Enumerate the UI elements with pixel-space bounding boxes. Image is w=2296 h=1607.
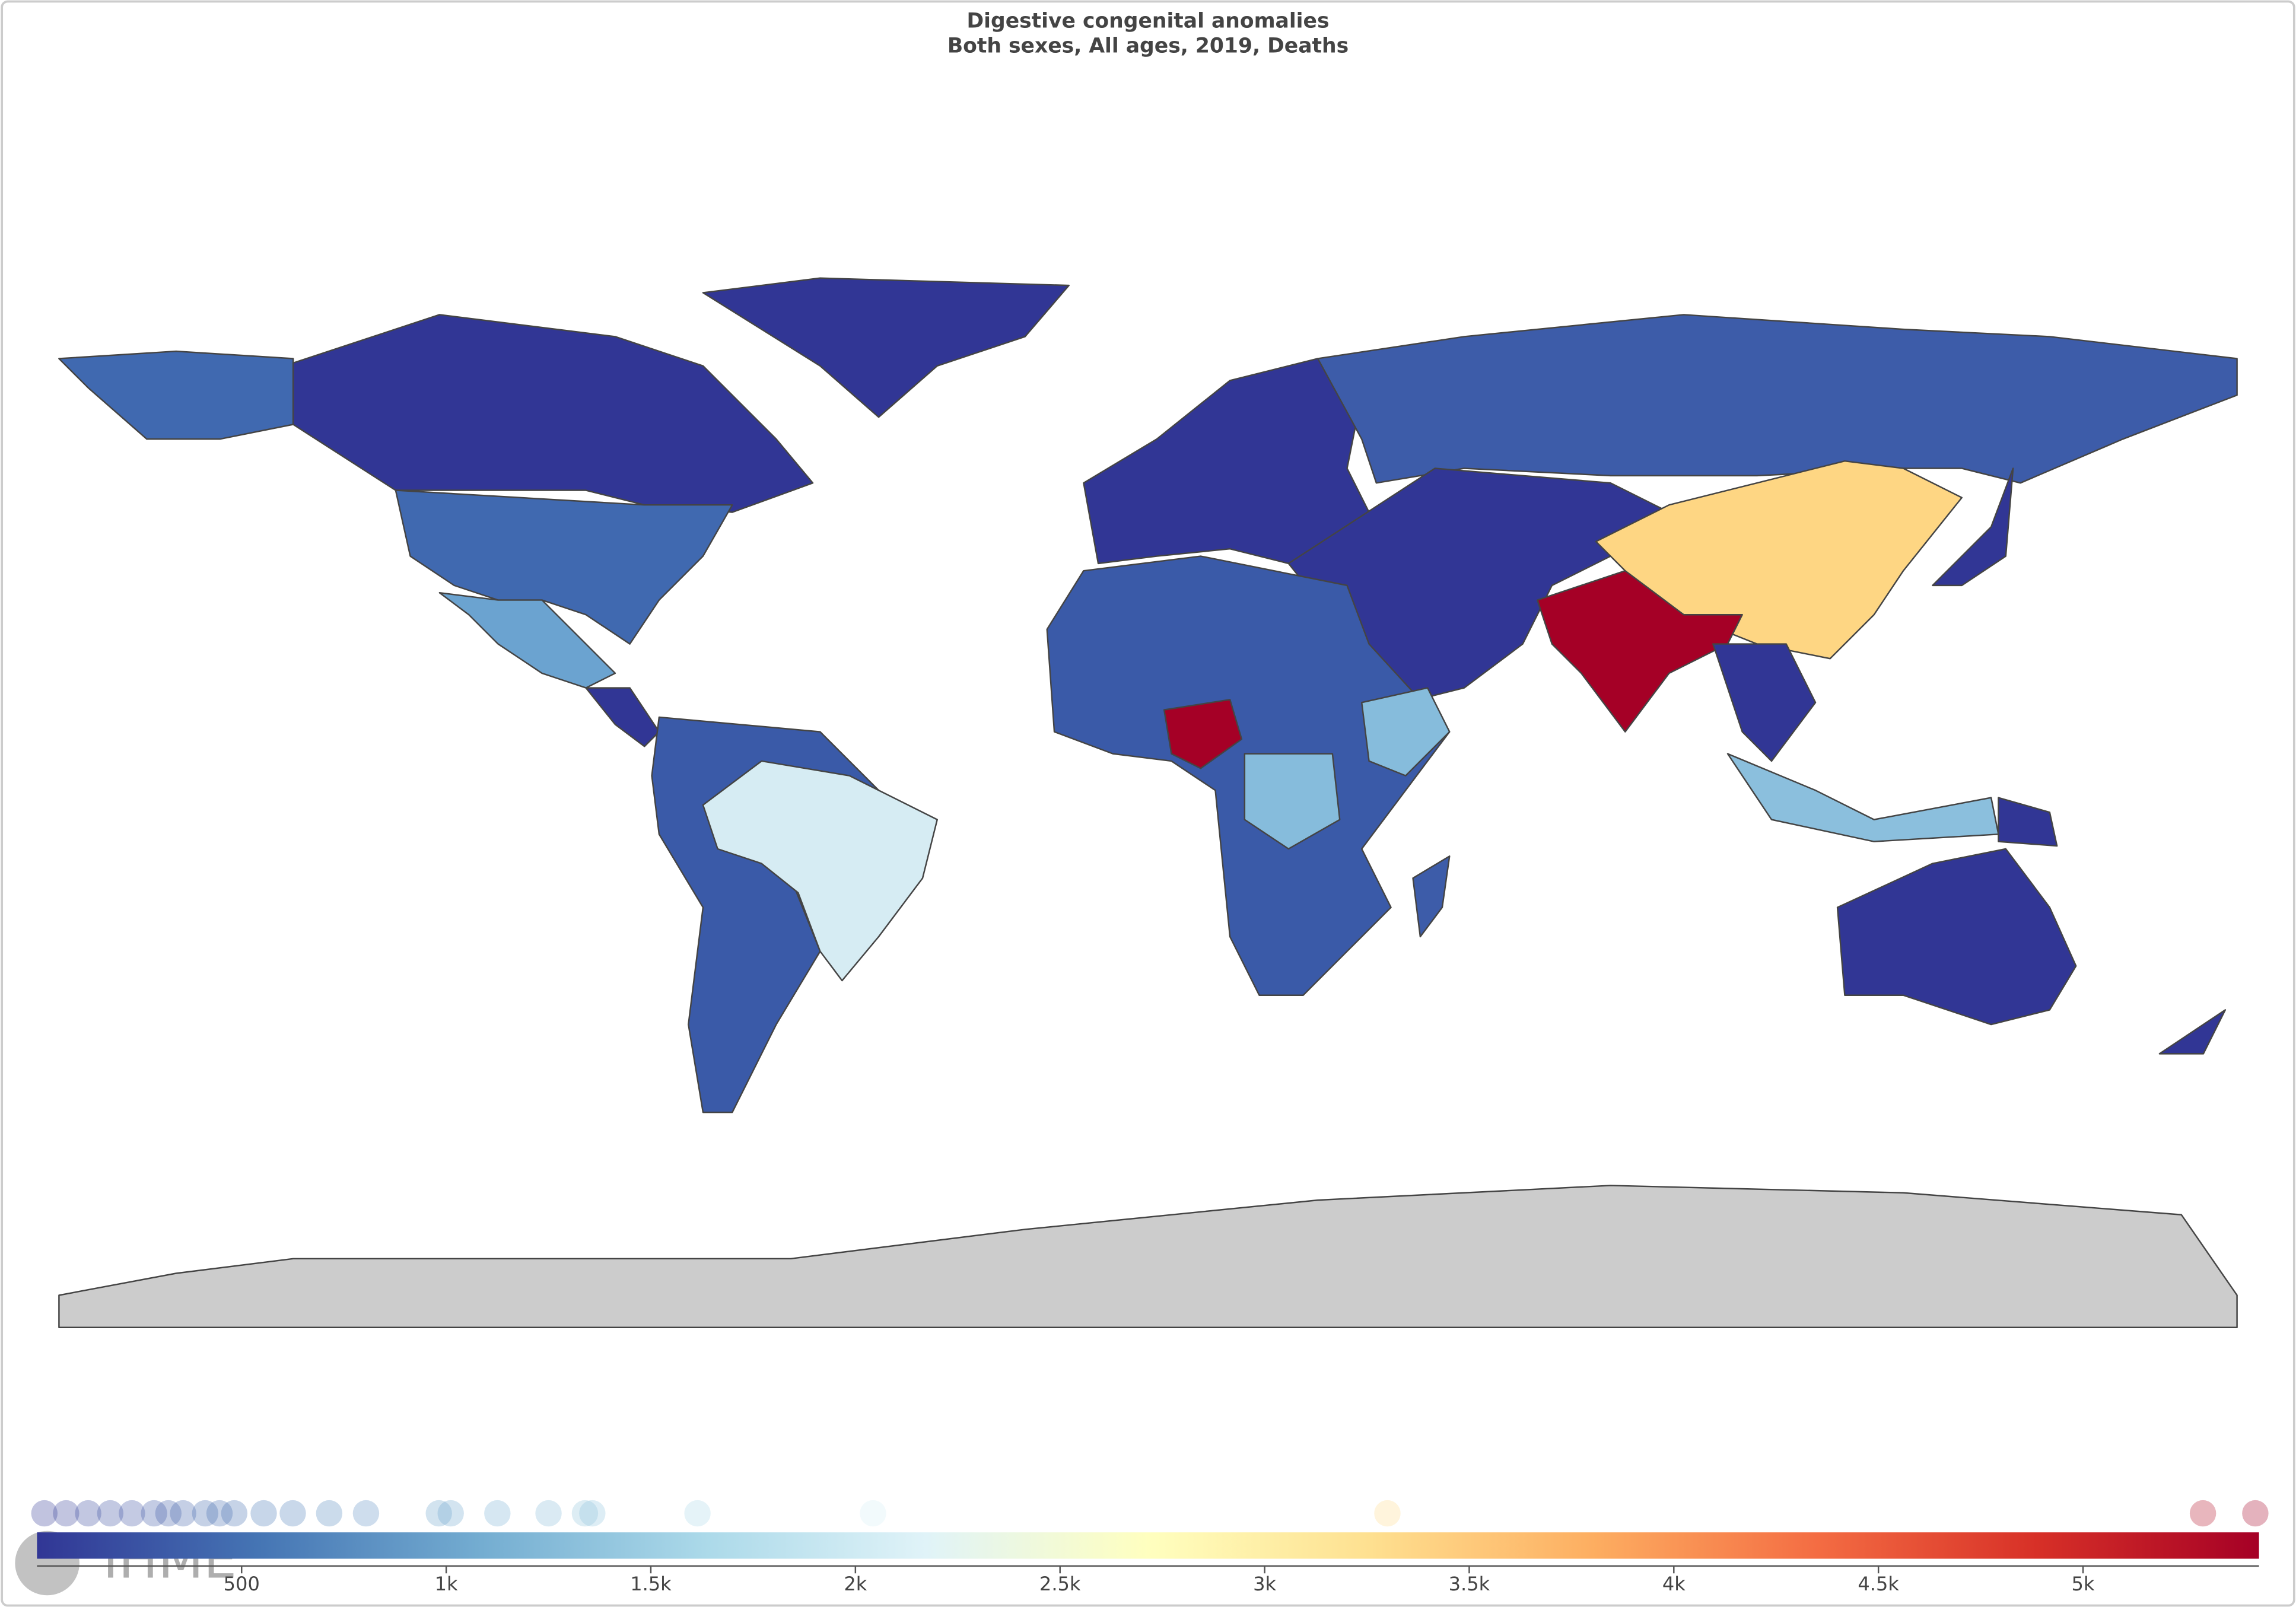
- country: [702, 277, 1070, 418]
- country-dot: [1374, 1500, 1401, 1527]
- country: [585, 687, 660, 747]
- country: [1360, 687, 1451, 777]
- colorbar-gradient: [37, 1532, 2259, 1559]
- country-dot: [425, 1500, 452, 1527]
- country: [1932, 467, 2014, 587]
- tick-label: 500: [224, 1573, 260, 1595]
- tick-label: 4k: [1662, 1573, 1686, 1595]
- country-dot: [119, 1500, 145, 1527]
- country-dot: [279, 1500, 306, 1527]
- country-dot: [97, 1500, 124, 1527]
- country: [395, 489, 733, 645]
- country-dot: [535, 1500, 562, 1527]
- country: [2158, 1009, 2227, 1055]
- country-dot: [437, 1500, 464, 1527]
- country-dot: [53, 1500, 79, 1527]
- tick-label: 2k: [844, 1573, 867, 1595]
- country-dot: [2189, 1500, 2217, 1527]
- country-dot: [75, 1500, 101, 1527]
- country-dot: [155, 1500, 182, 1527]
- map-subtitle: Both sexes, All ages, 2019, Deaths: [947, 34, 1349, 58]
- country: [438, 591, 616, 689]
- country: [58, 350, 294, 440]
- country-dot: [2242, 1500, 2269, 1527]
- country-dot: [860, 1500, 886, 1527]
- tick-label: 3.5k: [1449, 1573, 1490, 1595]
- tick-label: 4.5k: [1858, 1573, 1899, 1595]
- country: [1836, 848, 2077, 1026]
- country: [702, 760, 938, 982]
- country-dot: [684, 1500, 711, 1527]
- country-dot: [571, 1500, 599, 1527]
- tick-label: 1.5k: [630, 1573, 672, 1595]
- country-dot: [221, 1500, 248, 1527]
- colorbar: 500 1k 1.5k 2k 2.5k 3k 3.5k 4k 4.5k 5k: [31, 1500, 2269, 1595]
- country: [1726, 753, 1999, 842]
- country: [1537, 569, 1743, 733]
- country-dot: [192, 1500, 219, 1527]
- country-dot: [250, 1500, 277, 1527]
- tick-label: 3k: [1253, 1573, 1276, 1595]
- country: [1412, 855, 1451, 938]
- country-dot: [170, 1500, 196, 1527]
- country: [1998, 797, 2058, 847]
- country: [1244, 753, 1341, 850]
- country-dot: [141, 1500, 167, 1527]
- antarctica: [58, 1185, 2238, 1328]
- country-dot: [31, 1500, 58, 1527]
- tick-label: 1k: [435, 1573, 458, 1595]
- tick-label: 2.5k: [1039, 1573, 1081, 1595]
- country-dot: [579, 1500, 606, 1527]
- country-dot: [316, 1500, 343, 1527]
- world-map: [58, 277, 2238, 1328]
- country-dot: [206, 1500, 233, 1527]
- country-dot: [352, 1500, 380, 1527]
- country: [1712, 643, 1817, 762]
- country: [292, 314, 814, 513]
- country: [1163, 699, 1243, 769]
- tick-label: 5k: [2072, 1573, 2095, 1595]
- country-dot: [484, 1500, 511, 1527]
- map-title: Digestive congenital anomalies: [966, 9, 1329, 33]
